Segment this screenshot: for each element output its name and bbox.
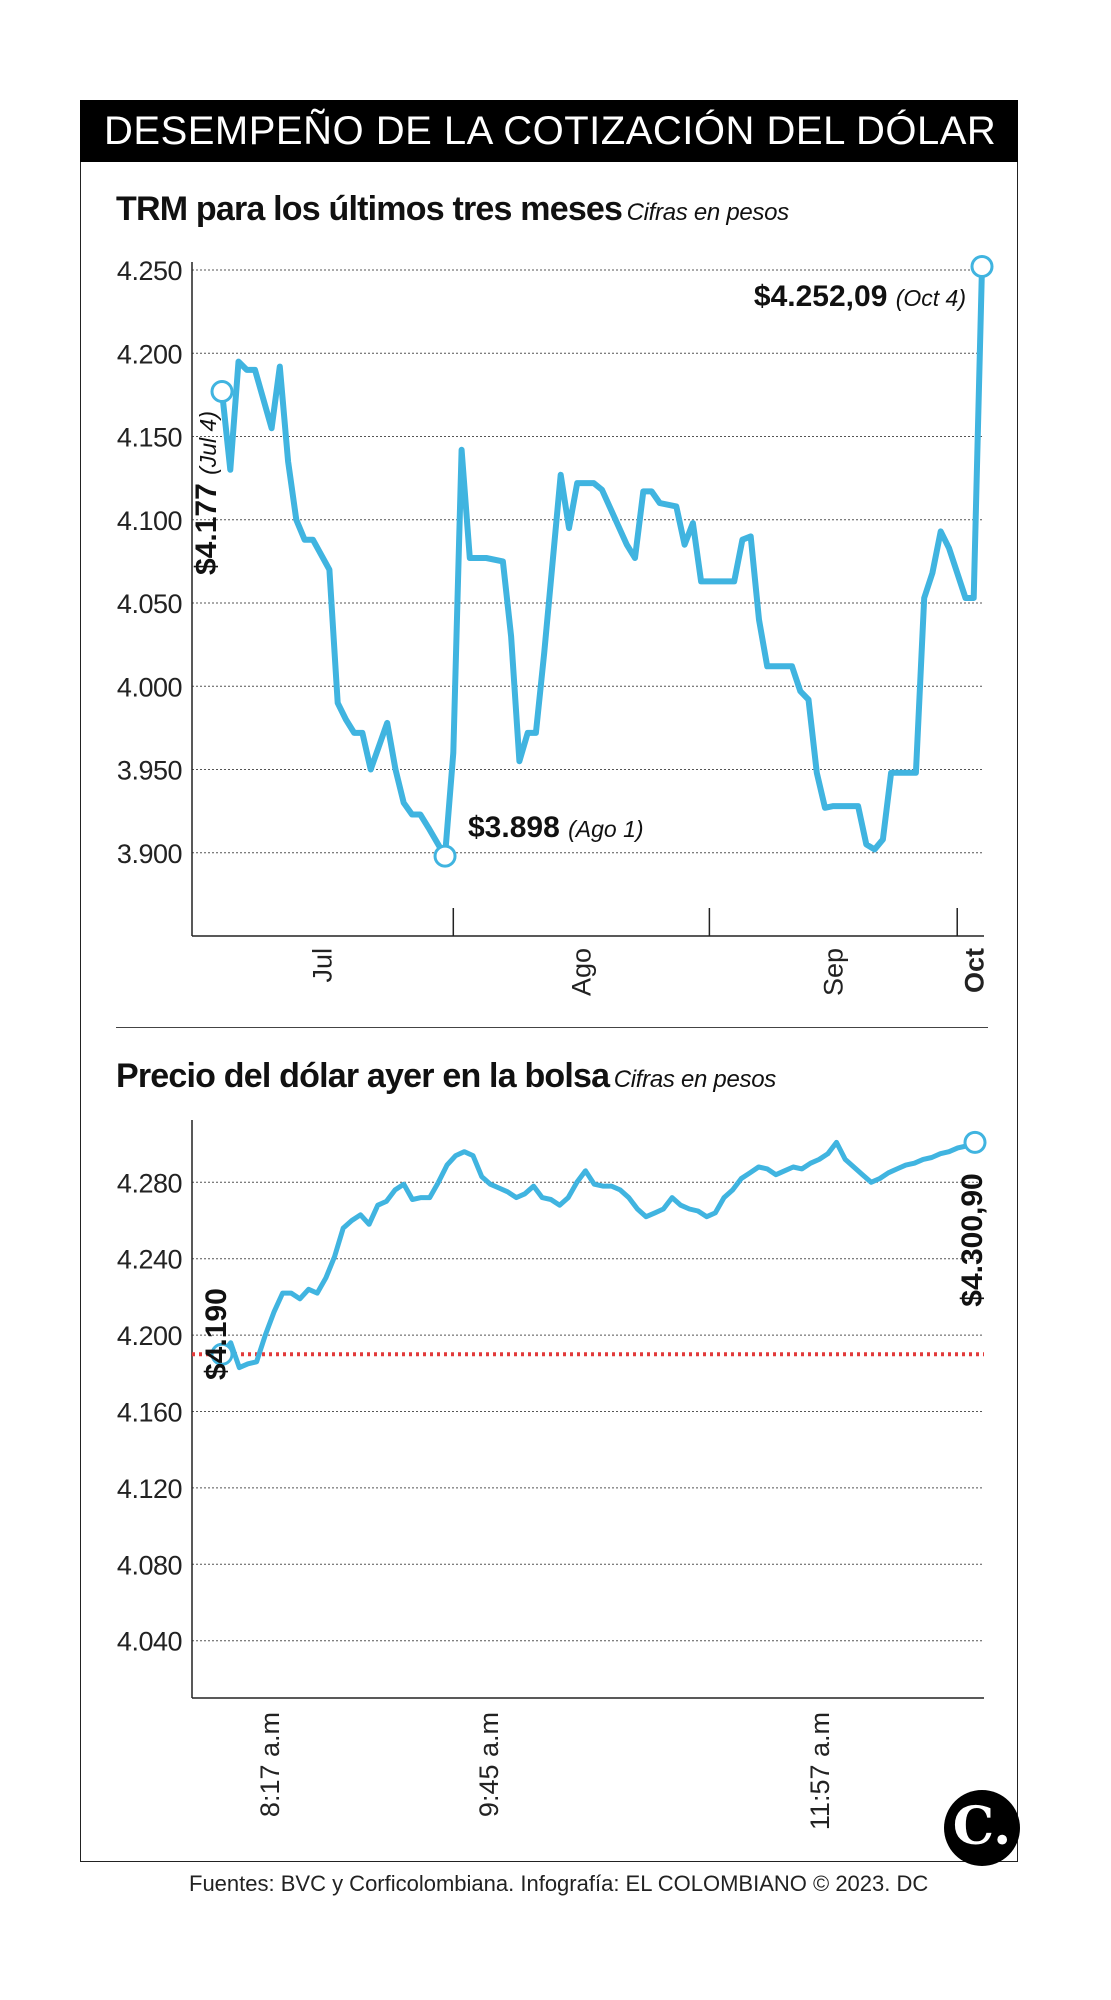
start-value-label: $4.190 (200, 1288, 233, 1380)
start-annotation: $4.177 (Jul 4) (190, 411, 223, 575)
y-tick-label: 4.240 (117, 1245, 182, 1275)
y-tick-label: 4.280 (117, 1168, 182, 1198)
y-tick-label: 4.040 (117, 1627, 182, 1657)
start-date-label: (Jul 4) (195, 411, 221, 475)
y-tick-label: 4.160 (117, 1398, 182, 1428)
min-annotation: $3.898 (Ago 1) (468, 811, 644, 844)
chart1-subtitle: Cifras en pesos (626, 199, 790, 226)
trm-series-line (219, 263, 985, 860)
month-label: Jul (308, 948, 338, 983)
y-tick-label: 4.100 (117, 506, 182, 536)
month-label: Ago (566, 948, 596, 996)
chart1-heading: TRM para los últimos tres meses Cifras e… (116, 190, 789, 229)
footer-credits: Fuentes: BVC y Corficolombiana. Infograf… (189, 1871, 929, 1896)
chart2-subtitle: Cifras en pesos (613, 1066, 777, 1093)
min-value-label: $3.898 (468, 811, 568, 844)
end-annotation: $4.252,09 (Oct 4) (754, 280, 966, 313)
chart2-title: Precio del dólar ayer en la bolsa (116, 1057, 610, 1095)
x-tick-label: 11:57 a.m (805, 1712, 835, 1830)
end-value-label: $4.300,90 (956, 1173, 989, 1306)
y-tick-label: 4.250 (117, 256, 182, 286)
y-tick-label: 4.120 (117, 1474, 182, 1504)
x-tick-label: 8:17 a.m (255, 1712, 285, 1817)
start-value-label: $4.177 (190, 475, 223, 575)
y-tick-label: 4.200 (117, 339, 182, 369)
chart-divider (116, 1027, 988, 1028)
y-tick-label: 4.000 (117, 672, 182, 702)
y-tick-label: 4.050 (117, 589, 182, 619)
point-marker (433, 844, 457, 868)
intraday-series-line (219, 1139, 978, 1371)
y-tick-label: 4.200 (117, 1321, 182, 1351)
chart1-title: TRM para los últimos tres meses (116, 190, 623, 228)
y-tick-label: 3.950 (117, 756, 182, 786)
y-tick-label: 4.080 (117, 1550, 182, 1580)
month-label: Sep (818, 948, 848, 996)
end-marker (963, 1130, 987, 1154)
end-value-label: $4.252,09 (754, 280, 896, 313)
point-marker (970, 255, 994, 279)
month-label: Oct (960, 948, 990, 993)
y-tick-label: 4.150 (117, 423, 182, 453)
point-marker (210, 380, 234, 404)
y-tick-label: 3.900 (117, 839, 182, 869)
min-date-label: (Ago 1) (568, 816, 643, 842)
chart2-heading: Precio del dólar ayer en la bolsa Cifras… (116, 1057, 776, 1096)
x-tick-label: 9:45 a.m (474, 1712, 504, 1817)
el-colombiano-logo: C. (944, 1790, 1020, 1866)
end-date-label: (Oct 4) (896, 285, 966, 311)
start-marker (210, 1342, 234, 1366)
chart-frame (80, 100, 1018, 1862)
banner-title: DESEMPEÑO DE LA COTIZACIÓN DEL DÓLAR (80, 100, 1018, 162)
